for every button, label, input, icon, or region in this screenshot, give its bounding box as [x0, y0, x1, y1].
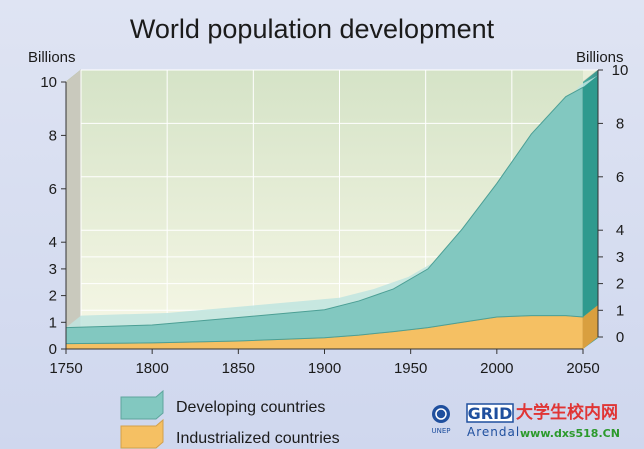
y-tick-label-right: 0: [616, 329, 624, 346]
y-tick-label-right: 3: [616, 249, 624, 266]
grid-arendal-logo: GRID Arendal: [466, 403, 520, 439]
x-tick-label: 1850: [222, 360, 255, 377]
y-axis-right: 0 1 2 3 4 6 8 10: [597, 62, 629, 346]
area-side-industrialized: [583, 304, 598, 349]
grid-logo-text: GRID: [468, 404, 513, 423]
y-tick-label-left: 8: [49, 127, 57, 144]
legend-swatch-industrialized: [120, 418, 164, 449]
watermark-text: 大学生校内网: [516, 402, 618, 423]
unep-logo: UNEP: [431, 405, 451, 435]
legend-item-industrialized: Industrialized countries: [120, 418, 340, 449]
x-tick-label: 1800: [135, 360, 168, 377]
y-axis-label-left: Billions: [28, 49, 76, 66]
y-axis-label-right: Billions: [576, 49, 624, 66]
legend-label-developing: Developing countries: [176, 399, 325, 416]
legend-swatch-developing: [120, 389, 164, 420]
legend-label-industrialized: Industrialized countries: [176, 430, 340, 447]
y-tick-label-right: 1: [616, 302, 624, 319]
area-series: [65, 75, 598, 350]
chart-title: World population development: [130, 14, 495, 44]
y-tick-label-left: 1: [49, 314, 57, 331]
y-tick-label-left: 4: [49, 234, 57, 251]
unep-logo-text: UNEP: [431, 427, 450, 435]
arendal-logo-text: Arendal: [467, 425, 520, 439]
y-tick-label-left: 0: [49, 341, 57, 358]
y-tick-label-left: 2: [49, 288, 57, 305]
x-tick-label: 2050: [566, 360, 599, 377]
legend: Developing countries Industrialized coun…: [120, 389, 340, 449]
y-axis-left: 0 1 2 3 4 6 8 10: [40, 74, 67, 358]
area-side-developing: [583, 75, 598, 317]
y-tick-label-right: 4: [616, 222, 624, 239]
y-tick-label-right: 10: [612, 62, 629, 79]
watermark-url: www.dxs518.CN: [520, 427, 620, 440]
y-tick-label-right: 2: [616, 276, 624, 293]
legend-item-developing: Developing countries: [120, 389, 325, 420]
y-tick-label-left: 10: [40, 74, 57, 91]
x-tick-label: 2000: [480, 360, 513, 377]
y-tick-label-left: 3: [49, 261, 57, 278]
x-tick-label: 1950: [394, 360, 427, 377]
x-tick-label: 1900: [308, 360, 341, 377]
y-tick-label-right: 8: [616, 115, 624, 132]
x-tick-label: 1750: [49, 360, 82, 377]
x-axis: 1750 1800 1850 1900 1950 2000 2050: [49, 348, 600, 377]
y-tick-label-left: 6: [49, 181, 57, 198]
y-tick-label-right: 6: [616, 169, 624, 186]
